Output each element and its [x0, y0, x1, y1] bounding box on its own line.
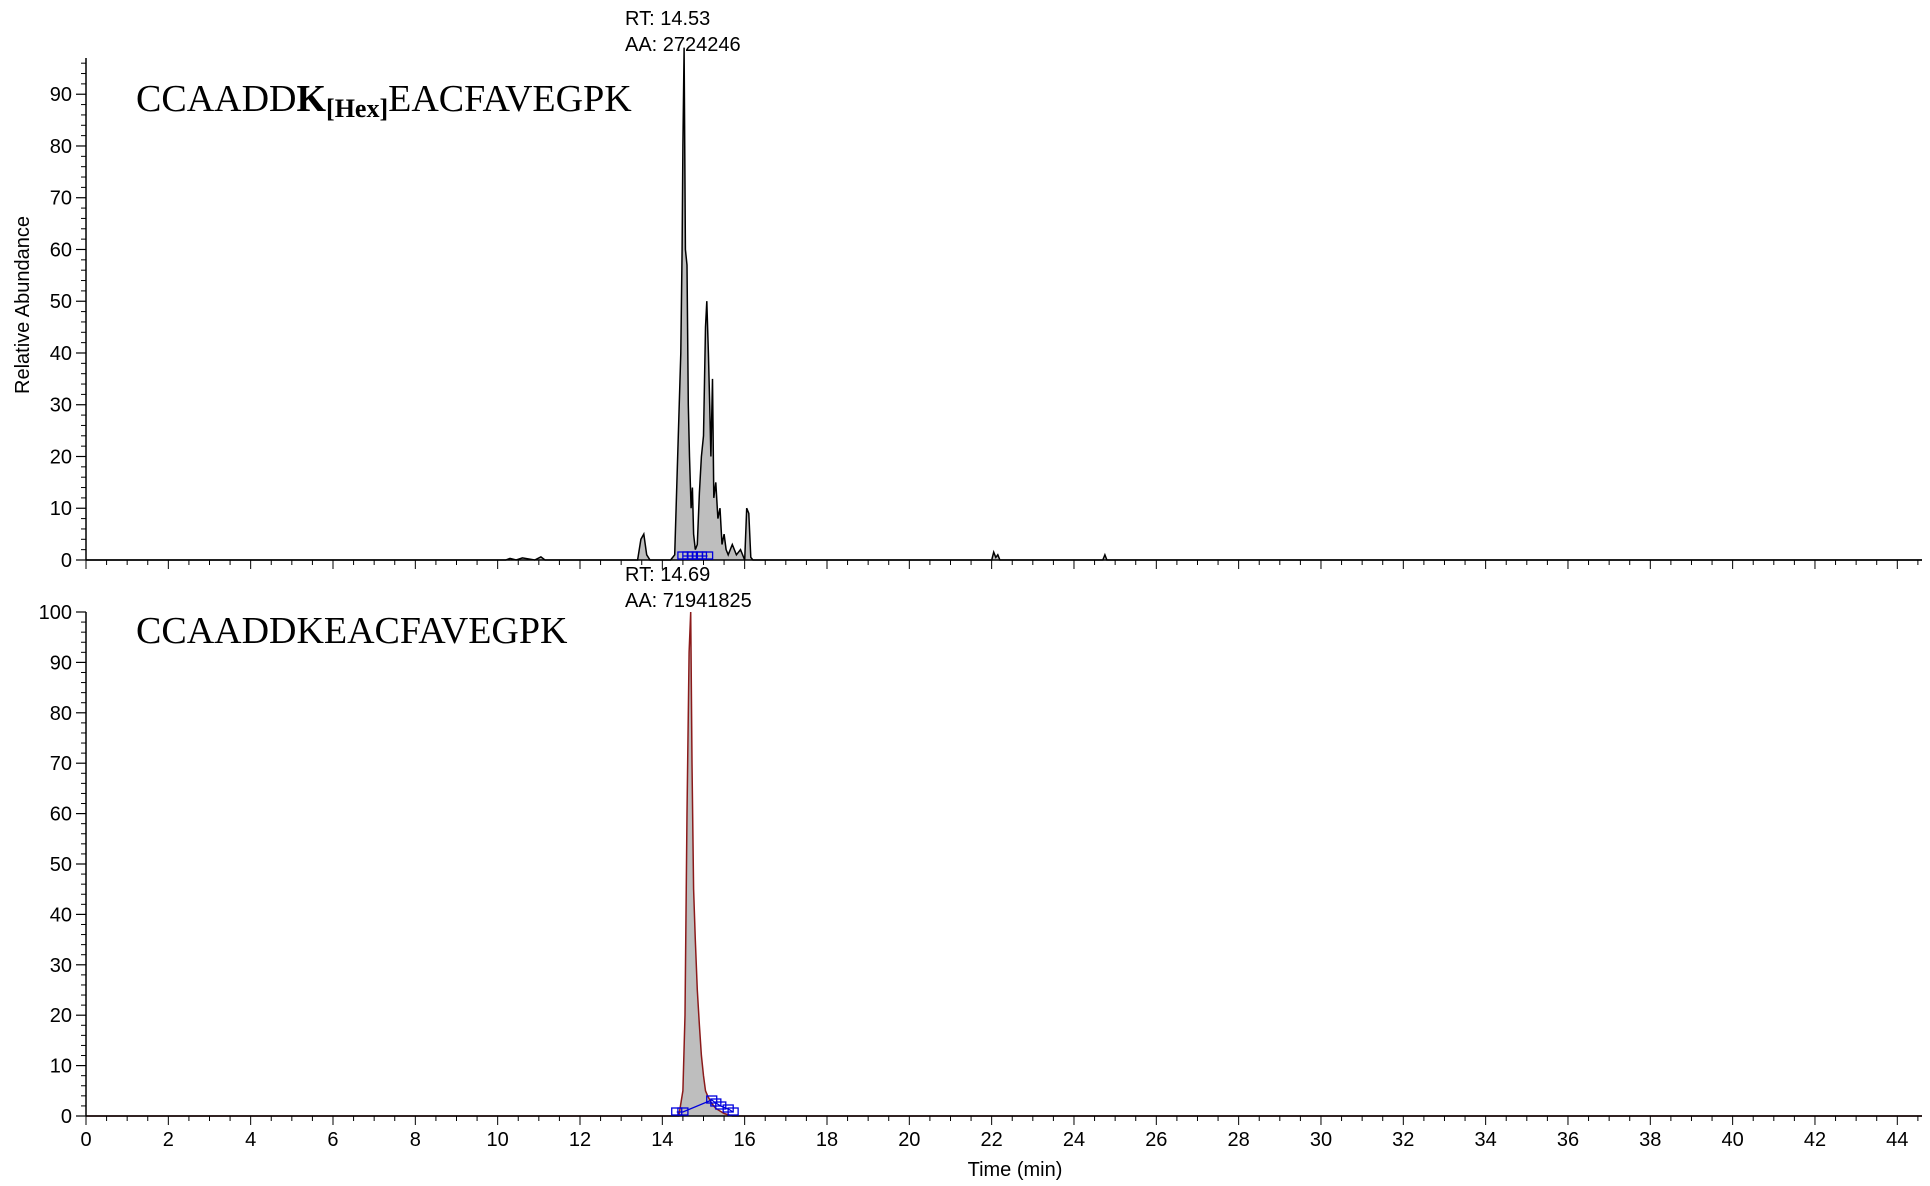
- x-tick-label: 36: [1557, 1129, 1579, 1151]
- x-tick-label: 12: [569, 1129, 591, 1151]
- peak-area: [86, 47, 1922, 561]
- peak-area: [86, 612, 1922, 1116]
- x-tick-label: 34: [1475, 1129, 1497, 1151]
- top-rt-label: RT: 14.53: [625, 8, 711, 30]
- bottom-peak-annotation: RT: 14.69 AA: 71941825: [625, 562, 752, 614]
- y-tick-label: 20: [50, 446, 72, 468]
- top-peptide-title: CCAADDK[Hex]EACFAVEGPK: [136, 78, 632, 122]
- trace-line: [86, 47, 1922, 561]
- x-tick-label: 4: [245, 1129, 256, 1151]
- x-tick-label: 24: [1063, 1129, 1085, 1151]
- x-tick-label: 26: [1145, 1129, 1167, 1151]
- y-tick-label: 10: [50, 1056, 72, 1078]
- x-axis-label: Time (min): [968, 1159, 1063, 1181]
- x-tick-label: 8: [410, 1129, 421, 1151]
- y-tick-label: 60: [50, 239, 72, 261]
- y-tick-label: 30: [50, 395, 72, 417]
- baseline-marker: [727, 1107, 739, 1116]
- y-tick-label: 50: [50, 291, 72, 313]
- x-tick-label: 6: [327, 1129, 338, 1151]
- y-tick-label: 70: [50, 188, 72, 210]
- title-prefix: CCAADD: [136, 78, 297, 120]
- y-tick-label: 10: [50, 498, 72, 520]
- top-chromatogram-panel: 0 10 20 30 40 50 60 70 80 90: [50, 47, 1922, 572]
- y-tick-label: 20: [50, 1005, 72, 1027]
- y-tick-label: 60: [50, 804, 72, 826]
- y-tick-label: 90: [50, 652, 72, 674]
- y-tick-label: 70: [50, 753, 72, 775]
- trace-line: [86, 611, 1922, 1117]
- y-tick-label: 50: [50, 854, 72, 876]
- x-tick-label: 18: [816, 1129, 838, 1151]
- top-peak-annotation: RT: 14.53 AA: 2724246: [625, 6, 741, 58]
- x-tick-label: 44: [1886, 1129, 1908, 1151]
- y-tick-label: 0: [61, 1106, 72, 1128]
- bottom-aa-label: AA: 71941825: [625, 590, 752, 612]
- modification-label: [Hex]: [326, 94, 389, 123]
- y-tick-label: 80: [50, 136, 72, 158]
- x-tick-label: 32: [1392, 1129, 1414, 1151]
- y-tick-label: 90: [50, 84, 72, 106]
- x-tick-label: 22: [981, 1129, 1003, 1151]
- x-tick-label: 14: [651, 1129, 673, 1151]
- y-tick-label: 40: [50, 343, 72, 365]
- y-tick-label: 0: [61, 550, 72, 572]
- bottom-peptide-title: CCAADDKEACFAVEGPK: [136, 612, 567, 650]
- x-tick-label: 0: [80, 1129, 91, 1151]
- y-axis-label: Relative Abundance: [12, 216, 34, 394]
- x-tick-label: 38: [1639, 1129, 1661, 1151]
- title-suffix: EACFAVEGPK: [388, 78, 632, 120]
- x-tick-label: 16: [734, 1129, 756, 1151]
- x-tick-label: 2: [163, 1129, 174, 1151]
- x-tick-label: 20: [898, 1129, 920, 1151]
- x-tick-label: 30: [1310, 1129, 1332, 1151]
- y-tick-label: 30: [50, 955, 72, 977]
- y-tick-label: 100: [39, 602, 72, 624]
- bottom-title-text: CCAADDKEACFAVEGPK: [136, 610, 568, 652]
- y-tick-label: 80: [50, 703, 72, 725]
- top-aa-label: AA: 2724246: [625, 34, 741, 56]
- modified-residue: K: [296, 78, 327, 120]
- integration-baseline: [676, 1099, 734, 1113]
- x-tick-label: 28: [1228, 1129, 1250, 1151]
- x-tick-label: 42: [1804, 1129, 1826, 1151]
- x-tick-label: 40: [1722, 1129, 1744, 1151]
- bottom-rt-label: RT: 14.69: [625, 564, 711, 586]
- y-tick-label: 40: [50, 904, 72, 926]
- x-tick-label: 10: [487, 1129, 509, 1151]
